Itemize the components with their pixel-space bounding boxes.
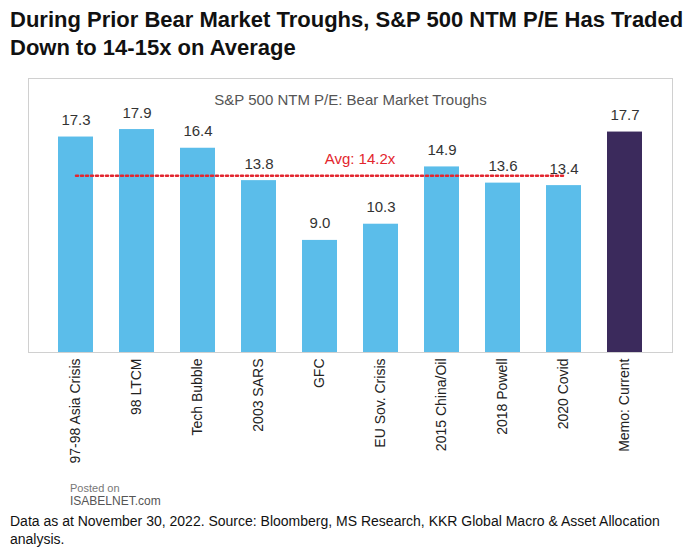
svg-text:S&P 500 NTM P/E: Bear Market T: S&P 500 NTM P/E: Bear Market Troughs xyxy=(214,91,486,108)
svg-text:10.3: 10.3 xyxy=(366,198,395,215)
svg-text:17.7: 17.7 xyxy=(610,106,639,123)
svg-text:17.3: 17.3 xyxy=(61,111,90,128)
svg-text:2003 SARS: 2003 SARS xyxy=(250,359,266,432)
svg-text:Memo: Current: Memo: Current xyxy=(616,358,632,451)
svg-text:16.4: 16.4 xyxy=(183,122,212,139)
svg-text:EU Sov. Crisis: EU Sov. Crisis xyxy=(372,359,388,448)
svg-text:97-98 Asia Crisis: 97-98 Asia Crisis xyxy=(67,359,83,464)
svg-text:13.8: 13.8 xyxy=(244,155,273,172)
svg-text:17.9: 17.9 xyxy=(122,104,151,121)
html-text:Data as at November 30, 2022.: Data as at November 30, 2022. Source: Bl… xyxy=(10,513,660,547)
svg-text:2020 Covid: 2020 Covid xyxy=(555,359,571,430)
html-text:Posted on: Posted on xyxy=(70,482,120,494)
svg-text:98 LTCM: 98 LTCM xyxy=(128,359,144,416)
svg-text:Tech Bubble: Tech Bubble xyxy=(189,358,205,435)
svg-text:2015 China/Oil: 2015 China/Oil xyxy=(433,359,449,452)
svg-text:2018 Powell: 2018 Powell xyxy=(494,359,510,435)
html-text:ISABELNET.com: ISABELNET.com xyxy=(70,494,161,508)
svg-text:13.6: 13.6 xyxy=(488,157,517,174)
html-text:During Prior Bear Market Troug: During Prior Bear Market Troughs, S&P 50… xyxy=(10,7,684,60)
svg-text:13.4: 13.4 xyxy=(549,160,578,177)
svg-text:Avg: 14.2x: Avg: 14.2x xyxy=(325,150,396,167)
svg-text:14.9: 14.9 xyxy=(427,141,456,158)
svg-text:GFC: GFC xyxy=(311,359,327,389)
svg-text:9.0: 9.0 xyxy=(310,214,331,231)
